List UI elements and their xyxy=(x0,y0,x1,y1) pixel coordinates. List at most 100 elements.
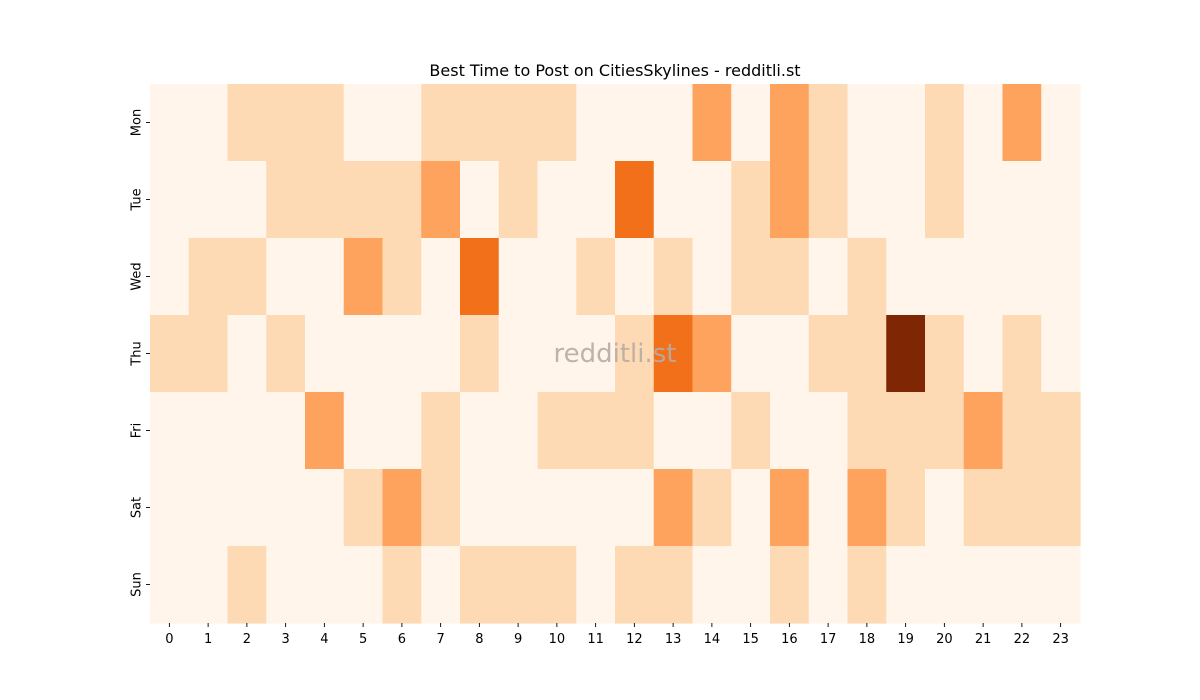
x-tick-label: 7 xyxy=(436,632,444,647)
heatmap-cell-wed-12 xyxy=(615,238,655,316)
heatmap-cell-tue-3 xyxy=(266,161,306,239)
x-tick-label: 19 xyxy=(897,632,914,647)
x-tick-label: 1 xyxy=(204,632,212,647)
x-tick-label: 6 xyxy=(398,632,406,647)
heatmap-cell-sun-14 xyxy=(692,546,732,624)
heatmap-cell-sun-2 xyxy=(227,546,267,624)
heatmap-cell-fri-1 xyxy=(188,392,229,470)
heatmap-cell-sat-19 xyxy=(886,469,926,547)
x-tick-label: 17 xyxy=(820,632,837,647)
heatmap-cell-wed-5 xyxy=(343,238,384,316)
heatmap-cell-thu-21 xyxy=(963,315,1004,393)
heatmap-cell-thu-11 xyxy=(576,315,616,393)
heatmap-cell-fri-5 xyxy=(343,392,384,470)
x-tick-label: 14 xyxy=(704,632,721,647)
heatmap-cell-fri-16 xyxy=(770,392,810,470)
heatmap-cell-mon-12 xyxy=(615,84,655,162)
heatmap-cell-wed-15 xyxy=(731,238,771,316)
heatmap-cell-sat-2 xyxy=(227,469,267,547)
heatmap-cell-thu-20 xyxy=(925,315,965,393)
heatmap-cell-sat-3 xyxy=(266,469,306,547)
heatmap-cell-mon-13 xyxy=(653,84,694,162)
heatmap-cell-fri-20 xyxy=(925,392,965,470)
heatmap-cell-thu-9 xyxy=(498,315,539,393)
heatmap-cell-wed-21 xyxy=(963,238,1004,316)
heatmap-cell-sat-15 xyxy=(731,469,771,547)
heatmap-cell-tue-15 xyxy=(731,161,771,239)
heatmap-cell-fri-14 xyxy=(692,392,732,470)
heatmap-cell-sun-1 xyxy=(188,546,229,624)
heatmap-cell-wed-18 xyxy=(847,238,887,316)
heatmap-cell-fri-22 xyxy=(1002,392,1042,470)
x-tick-label: 20 xyxy=(936,632,953,647)
heatmap-cell-sun-5 xyxy=(343,546,384,624)
heatmap-cell-sat-20 xyxy=(925,469,965,547)
heatmap-cell-mon-10 xyxy=(537,84,577,162)
heatmap-cell-sun-7 xyxy=(421,546,461,624)
y-tick-label: Sat xyxy=(130,497,145,518)
heatmap-cell-sun-12 xyxy=(615,546,655,624)
heatmap-cell-fri-3 xyxy=(266,392,306,470)
heatmap-cell-sun-10 xyxy=(537,546,577,624)
heatmap-cell-thu-14 xyxy=(692,315,732,393)
heatmap-cell-wed-2 xyxy=(227,238,267,316)
heatmap-cell-sat-8 xyxy=(460,469,500,547)
x-tick-label: 23 xyxy=(1052,632,1069,647)
heatmap-cell-sun-19 xyxy=(886,546,926,624)
x-tick-label: 16 xyxy=(781,632,798,647)
heatmap-cell-mon-4 xyxy=(305,84,345,162)
heatmap-cell-thu-17 xyxy=(808,315,849,393)
heatmap-cell-sat-13 xyxy=(653,469,694,547)
x-tick-label: 5 xyxy=(359,632,367,647)
x-tick-label: 3 xyxy=(281,632,289,647)
heatmap-cell-tue-2 xyxy=(227,161,267,239)
heatmap-cell-tue-6 xyxy=(382,161,422,239)
heatmap-cell-fri-2 xyxy=(227,392,267,470)
heatmap-cell-thu-19 xyxy=(886,315,926,393)
heatmap-cell-wed-4 xyxy=(305,238,345,316)
heatmap-cell-sun-6 xyxy=(382,546,422,624)
heatmap-cell-thu-0 xyxy=(150,315,190,393)
heatmap-cell-thu-1 xyxy=(188,315,229,393)
heatmap-cell-tue-10 xyxy=(537,161,577,239)
heatmap-cell-sun-21 xyxy=(963,546,1004,624)
heatmap-cell-wed-8 xyxy=(460,238,500,316)
heatmap-cell-tue-1 xyxy=(188,161,229,239)
heatmap-cell-tue-12 xyxy=(615,161,655,239)
heatmap-cell-mon-22 xyxy=(1002,84,1042,162)
x-tick-label: 0 xyxy=(165,632,173,647)
heatmap-cell-sun-11 xyxy=(576,546,616,624)
heatmap-cell-sat-5 xyxy=(343,469,384,547)
heatmap-cell-sat-7 xyxy=(421,469,461,547)
heatmap-cell-sun-9 xyxy=(498,546,539,624)
heatmap-cell-tue-5 xyxy=(343,161,384,239)
heatmap-cell-sat-22 xyxy=(1002,469,1042,547)
heatmap-cell-sun-3 xyxy=(266,546,306,624)
x-tick-label: 18 xyxy=(859,632,876,647)
x-tick-label: 12 xyxy=(626,632,643,647)
heatmap-cell-wed-1 xyxy=(188,238,229,316)
watermark: redditli.st xyxy=(554,339,677,369)
heatmap-cell-fri-0 xyxy=(150,392,190,470)
heatmap-cell-wed-23 xyxy=(1041,238,1081,316)
x-tick-label: 21 xyxy=(975,632,992,647)
x-tick-label: 10 xyxy=(549,632,566,647)
heatmap-cell-mon-5 xyxy=(343,84,384,162)
heatmap-cell-thu-23 xyxy=(1041,315,1081,393)
heatmap-cell-wed-20 xyxy=(925,238,965,316)
heatmap-cell-sat-11 xyxy=(576,469,616,547)
heatmap-cell-sun-16 xyxy=(770,546,810,624)
heatmap-cell-sat-21 xyxy=(963,469,1004,547)
heatmap-cell-tue-7 xyxy=(421,161,461,239)
heatmap-cell-fri-18 xyxy=(847,392,887,470)
heatmap-cell-wed-13 xyxy=(653,238,694,316)
heatmap-cell-sat-10 xyxy=(537,469,577,547)
heatmap-cell-sun-18 xyxy=(847,546,887,624)
y-tick-label: Wed xyxy=(130,262,145,290)
heatmap-cell-fri-8 xyxy=(460,392,500,470)
heatmap-cell-fri-15 xyxy=(731,392,771,470)
heatmap-cell-mon-15 xyxy=(731,84,771,162)
heatmap-cell-fri-10 xyxy=(537,392,577,470)
heatmap-cell-tue-19 xyxy=(886,161,926,239)
heatmap-cell-sat-14 xyxy=(692,469,732,547)
